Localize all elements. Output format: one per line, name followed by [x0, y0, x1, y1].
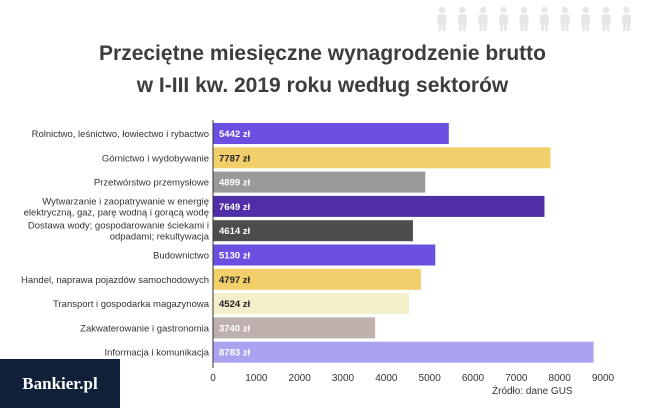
category-label: Przetwórstwo przemysłowe: [94, 178, 209, 189]
x-tick-label: 2000: [289, 373, 312, 384]
x-tick-label: 0: [210, 373, 216, 384]
x-tick-label: 1000: [245, 373, 268, 384]
person-icon: [581, 6, 590, 31]
bar-row: 3740 zł Zakwaterowanie i gastronomia: [80, 317, 376, 339]
person-icon: [437, 6, 447, 31]
bar: [213, 220, 413, 242]
data-label: 8783 zł: [219, 348, 251, 359]
x-tick-label: 9000: [592, 373, 615, 384]
person-icon: [560, 6, 570, 31]
bar: [213, 293, 410, 315]
bar: [213, 171, 426, 193]
data-label: 7649 zł: [219, 202, 251, 213]
category-label: Górnictwo i wydobywanie: [102, 153, 209, 164]
x-tick-label: 7000: [505, 373, 528, 384]
bar-row: 5442 zł Rolnictwo, leśnictwo, łowiectwo i…: [32, 123, 449, 144]
category-label: Zakwaterowanie i gastronomia: [80, 323, 210, 334]
data-label: 4797 zł: [219, 275, 251, 286]
data-label: 5442 zł: [219, 129, 251, 140]
bar-row: 8783 zł Informacja i komunikacja: [104, 341, 594, 363]
bar: [213, 341, 594, 363]
data-label: 4524 zł: [219, 299, 251, 310]
bar-row: 7787 zł Górnictwo i wydobywanie: [102, 147, 551, 169]
person-icon: [478, 6, 488, 31]
x-tick-label: 6000: [462, 373, 485, 384]
data-label: 4899 zł: [219, 178, 251, 189]
person-icon: [458, 6, 467, 31]
person-icon: [622, 6, 631, 31]
bar: [213, 147, 551, 169]
x-tick-label: 8000: [549, 373, 572, 384]
x-tick-label: 4000: [375, 373, 398, 384]
x-tick-label: 5000: [419, 373, 442, 384]
bar: [213, 123, 449, 144]
bar: [213, 317, 376, 339]
person-icon: [540, 6, 549, 31]
data-label: 7787 zł: [219, 153, 251, 164]
bar: [213, 244, 436, 266]
bar-row: 4899 zł Przetwórstwo przemysłowe: [94, 171, 426, 193]
data-label: 3740 zł: [219, 323, 251, 334]
source-note: Źródło: dane GUS: [492, 386, 573, 397]
person-icon: [601, 6, 611, 31]
people-decoration: [437, 6, 631, 31]
x-tick-label: 3000: [332, 373, 355, 384]
category-label: Wytwarzanie i zaopatrywanie w energię ele…: [24, 196, 209, 218]
bar-row: 7649 zł Wytwarzanie i zaopatrywanie w ene…: [24, 195, 545, 218]
person-icon: [519, 6, 529, 31]
bankier-logo: Bankier.pl: [0, 359, 120, 408]
data-label: 5130 zł: [219, 251, 251, 262]
category-label: Transport i gospodarka magazynowa: [53, 299, 210, 310]
data-label: 4614 zł: [219, 226, 251, 237]
bar-row: 4614 zł Dostawa wody; gospodarowanie ście…: [28, 220, 413, 243]
chart-title: Przeciętne miesięczne wynagrodzenie brut…: [99, 42, 546, 65]
bar: [213, 268, 421, 290]
bar-row: 4797 zł Handel, naprawa pojazdów samochod…: [21, 268, 421, 290]
category-label: Informacja i komunikacja: [104, 348, 209, 359]
category-label: Handel, naprawa pojazdów samochodowych: [21, 275, 209, 286]
person-icon: [499, 6, 508, 31]
chart-subtitle: w I-III kw. 2019 roku według sektorów: [136, 74, 509, 97]
bar-row: 5130 zł Budownictwo: [153, 244, 436, 266]
category-label: Budownictwo: [153, 251, 209, 262]
category-label: Rolnictwo, leśnictwo, łowiectwo i rybact…: [32, 129, 209, 140]
bar-chart: 5442 zł Rolnictwo, leśnictwo, łowiectwo i…: [21, 120, 615, 384]
bar: [213, 195, 545, 217]
bar-row: 4524 zł Transport i gospodarka magazynowa: [53, 293, 410, 315]
